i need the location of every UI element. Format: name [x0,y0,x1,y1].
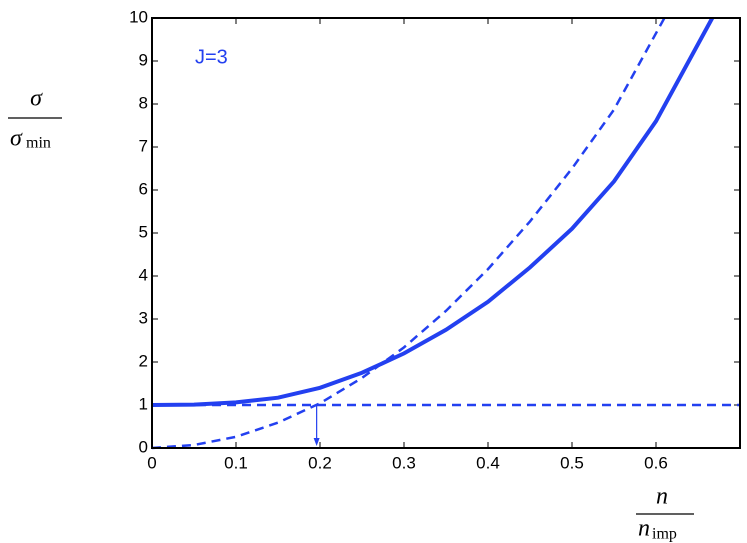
y-tick-label: 6 [139,179,148,198]
y-tick-label: 7 [139,136,148,155]
x-tick-label: 0.5 [560,453,584,472]
y-tick-label: 1 [139,394,148,413]
x-tick-label: 0 [147,453,156,472]
annotation: J=3 [195,46,228,68]
x-label-denominator: n [638,516,650,542]
x-tick-label: 0.4 [476,453,500,472]
y-tick-label: 2 [139,351,148,370]
x-label-subscript: imp [652,526,677,543]
x-tick-label: 0.6 [644,453,668,472]
x-label-numerator: n [656,484,668,510]
y-tick-label: 8 [139,93,148,112]
y-tick-label: 10 [129,7,148,26]
y-label-subscript: min [26,135,51,152]
x-tick-label: 0.3 [392,453,416,472]
y-tick-label: 3 [139,308,148,327]
line-series [151,17,715,407]
x-tick-label: 0.2 [308,453,332,472]
arrow-head [313,438,320,446]
line-series [151,17,666,450]
plot-frame [151,17,741,449]
y-label-numerator: σ [30,86,43,112]
y-tick-label: 9 [139,50,148,69]
x-tick-label: 0.1 [224,453,248,472]
y-label-denominator: σ [10,126,23,152]
y-tick-label: 5 [139,222,148,241]
y-tick-label: 4 [139,265,148,284]
y-tick-label: 0 [139,437,148,456]
